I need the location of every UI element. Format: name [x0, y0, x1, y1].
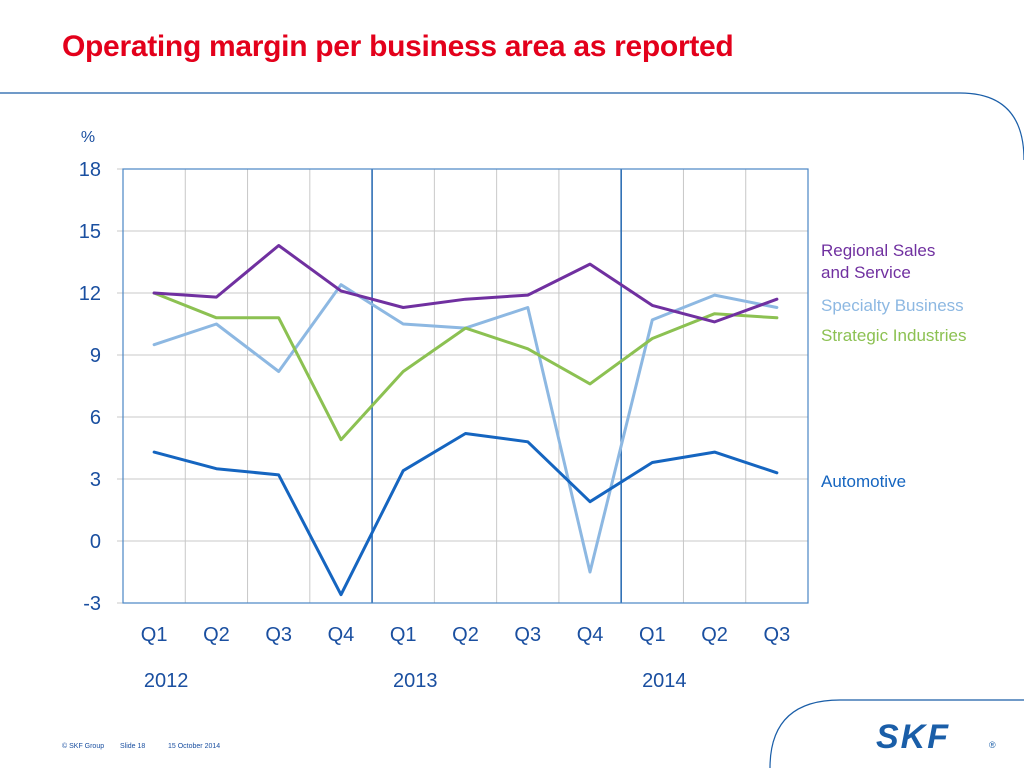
year-label: 2012 [144, 670, 189, 692]
chart-labels: 18 15 12 9 6 3 0 -3% Q1 Q2 Q3 Q4 Q1 Q2 Q3 Q4 Q1 Q2 Q3 2012 2… [79, 129, 967, 692]
series-line-automotive [152, 432, 779, 597]
x-tick-label: Q4 [577, 624, 604, 646]
footer-slide-number: Slide 18 [120, 743, 146, 750]
slide-title: Operating margin per business area as re… [62, 30, 734, 63]
year-label: 2014 [642, 670, 687, 692]
x-tick-label: Q1 [141, 624, 168, 646]
registered-trademark-icon: ® [989, 740, 996, 750]
x-tick-label: Q2 [701, 624, 728, 646]
chart-series [152, 244, 779, 597]
y-axis-label: % [81, 129, 95, 146]
x-tick-label: Q2 [452, 624, 479, 646]
series-line-regional-sales-and-service [152, 244, 779, 324]
x-tick-label: Q3 [265, 624, 292, 646]
footer-date: 15 October 2014 [168, 743, 221, 750]
y-tick-label: 9 [90, 345, 101, 367]
y-tick-label: -3 [83, 593, 101, 615]
x-tick-label: Q3 [514, 624, 541, 646]
x-tick-label: Q4 [328, 624, 355, 646]
bottom-decorative-curve [769, 699, 1024, 768]
x-tick-label: Q1 [639, 624, 666, 646]
x-tick-label: Q3 [764, 624, 791, 646]
legend-label: Regional Sales [821, 241, 935, 260]
series-line-strategic-industries [152, 291, 779, 442]
legend-label: Specialty Business [821, 296, 964, 315]
legend-label: and Service [821, 263, 911, 282]
y-tick-label: 6 [90, 407, 101, 429]
top-decorative-curve [0, 92, 1024, 161]
y-tick-label: 15 [79, 221, 101, 243]
legend-label: Strategic Industries [821, 326, 967, 345]
x-tick-label: Q1 [390, 624, 417, 646]
skf-logo: SKF ® [876, 718, 996, 752]
y-tick-label: 18 [79, 159, 101, 181]
y-tick-label: 12 [79, 283, 101, 305]
x-tick-label: Q2 [203, 624, 230, 646]
plot-frame [122, 168, 809, 604]
chart-grid [117, 168, 809, 604]
footer-copyright: © SKF Group [62, 743, 105, 750]
year-label: 2013 [393, 670, 438, 692]
y-tick-label: 3 [90, 469, 101, 491]
skf-logo-wordmark: SKF [876, 718, 950, 752]
legend-label: Automotive [821, 472, 906, 491]
y-tick-label: 0 [90, 531, 101, 553]
